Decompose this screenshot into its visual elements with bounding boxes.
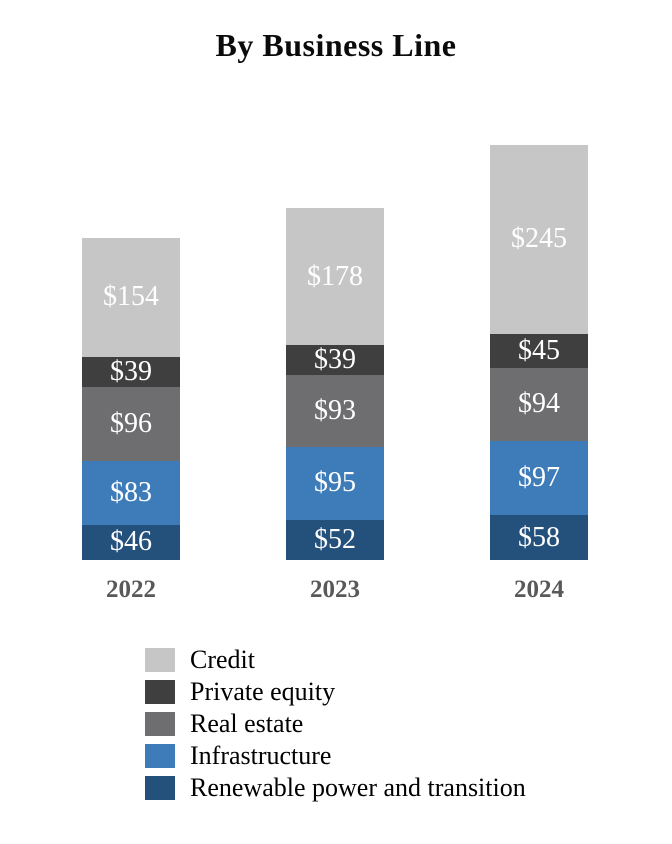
bar-value-label: $58 bbox=[518, 521, 560, 553]
segment-real-estate-2024: $94 bbox=[490, 368, 588, 441]
bar-value-label: $39 bbox=[314, 344, 356, 376]
segment-infrastructure-2022: $83 bbox=[82, 460, 180, 525]
segment-infrastructure-2024: $97 bbox=[490, 440, 588, 516]
legend-item-real-estate: Real estate bbox=[145, 710, 526, 737]
chart-title: By Business Line bbox=[215, 27, 457, 63]
segment-private-equity-2023: $39 bbox=[286, 344, 384, 376]
segment-real-estate-2023: $93 bbox=[286, 375, 384, 447]
x-axis-label-2022: 2022 bbox=[106, 576, 156, 603]
legend-label: Real estate bbox=[190, 709, 304, 738]
legend-label: Infrastructure bbox=[190, 741, 332, 770]
bar-value-label: $46 bbox=[110, 526, 152, 558]
legend-label: Private equity bbox=[190, 677, 336, 706]
bar-value-label: $39 bbox=[110, 355, 152, 387]
bar-value-label: $52 bbox=[314, 523, 356, 555]
bar-column-2022: $154 $39 $96 $83 $46 bbox=[82, 238, 180, 560]
x-axis-label-2024: 2024 bbox=[514, 576, 564, 603]
legend-item-private-equity: Private equity bbox=[145, 678, 526, 705]
segment-private-equity-2022: $39 bbox=[82, 355, 180, 387]
legend-item-renewable-power-and-transition: Renewable power and transition bbox=[145, 774, 526, 801]
segment-credit-2024: $245 bbox=[490, 144, 588, 334]
bar-value-label: $178 bbox=[307, 260, 363, 292]
segment-private-equity-2024: $45 bbox=[490, 333, 588, 369]
bar-value-label: $93 bbox=[314, 394, 356, 426]
legend-item-credit: Credit bbox=[145, 646, 526, 673]
x-axis-label-2023: 2023 bbox=[310, 576, 360, 603]
legend-swatch-icon bbox=[145, 711, 175, 736]
bar-value-label: $96 bbox=[110, 407, 152, 439]
legend-label: Credit bbox=[190, 645, 255, 674]
segment-credit-2022: $154 bbox=[82, 238, 180, 357]
bar-value-label: $94 bbox=[518, 388, 560, 420]
chart-legend: Credit Private equity Real estate Infrastru… bbox=[145, 646, 526, 801]
bar-value-label: $245 bbox=[511, 223, 567, 255]
legend-swatch-icon bbox=[145, 743, 175, 768]
legend-item-infrastructure: Infrastructure bbox=[145, 742, 526, 769]
segment-renewable-power-and-transition-2022: $46 bbox=[82, 524, 180, 560]
bar-column-2023: $178 $39 $93 $95 $52 bbox=[286, 208, 384, 560]
bar-value-label: $83 bbox=[110, 476, 152, 508]
legend-swatch-icon bbox=[145, 775, 175, 800]
legend-swatch-icon bbox=[145, 679, 175, 704]
segment-renewable-power-and-transition-2023: $52 bbox=[286, 519, 384, 560]
legend-label: Renewable power and transition bbox=[190, 773, 526, 802]
segment-credit-2023: $178 bbox=[286, 208, 384, 346]
legend-swatch-icon bbox=[145, 647, 175, 672]
segment-infrastructure-2023: $95 bbox=[286, 446, 384, 520]
segment-real-estate-2022: $96 bbox=[82, 386, 180, 461]
bar-value-label: $45 bbox=[518, 334, 560, 366]
segment-renewable-power-and-transition-2024: $58 bbox=[490, 515, 588, 560]
bar-value-label: $97 bbox=[518, 461, 560, 493]
bar-value-label: $154 bbox=[103, 281, 159, 313]
bar-column-2024: $245 $45 $94 $97 $58 bbox=[490, 144, 588, 560]
bar-value-label: $95 bbox=[314, 467, 356, 499]
